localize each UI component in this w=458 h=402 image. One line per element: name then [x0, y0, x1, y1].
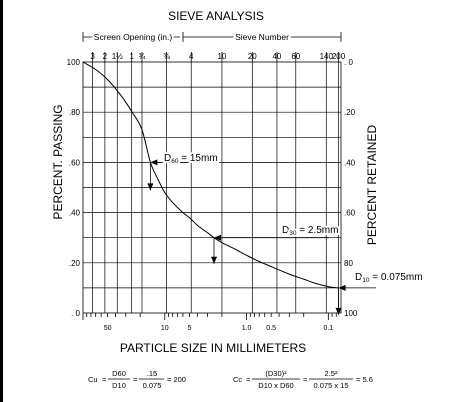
- right-tick-label: 80: [344, 259, 353, 268]
- annotation-layer: D60 = 15mm D30 = 2.5mm D10 = 0.075mm: [147, 151, 425, 315]
- cu-lhs: Cu: [88, 375, 98, 384]
- cc-equals-1: =: [246, 375, 251, 384]
- top-tick-label: 10: [217, 52, 226, 61]
- cc-equals-2: =: [303, 375, 308, 384]
- cu-frac1-den: D10: [112, 381, 126, 390]
- top-tick-label: 2: [103, 52, 108, 61]
- left-border-bar: [0, 0, 3, 402]
- top-tick-label: 20: [248, 52, 257, 61]
- left-tick-label: .40: [69, 209, 81, 218]
- annotation-arrowhead-down: [335, 307, 342, 315]
- curve-layer: [82, 61, 339, 289]
- right-tick-label: .60: [344, 209, 356, 218]
- left-tick-label: 100: [67, 58, 81, 67]
- top-tick-label: 40: [272, 52, 281, 61]
- bottom-tick-label: 50: [104, 325, 112, 332]
- top-tick-label: 1½: [112, 52, 123, 61]
- cu-frac2-num: .15: [147, 369, 157, 378]
- y2-axis-label: PERCENT RETAINED: [365, 125, 379, 246]
- curvature-coefficient-formula: Cc = (D30)² D10 x D60 = 2.5² 0.075 x 15 …: [233, 369, 373, 390]
- top-tick-label: ⅜: [163, 52, 170, 61]
- cc-lhs: Cc: [233, 375, 242, 384]
- top-tick-label: 1: [129, 52, 134, 61]
- x-axis-label: PARTICLE SIZE IN MILLIMETERS: [120, 341, 306, 355]
- cc-frac2-den: 0.075 x 15: [313, 381, 348, 390]
- top-tick-label: ¾: [139, 52, 146, 61]
- cu-equals-1: =: [102, 375, 107, 384]
- cu-equals-2: =: [133, 375, 138, 384]
- annotation-arrowhead-left: [150, 159, 158, 166]
- left-tick-label: .20: [69, 259, 81, 268]
- top-tick-label: 60: [291, 52, 300, 61]
- top-tick-label: 4: [189, 52, 194, 61]
- left-tick-label: .60: [69, 158, 81, 167]
- y-axis-label: PERCENT. PASSING: [51, 104, 65, 219]
- annotation-label: D30 = 2.5mm: [282, 225, 338, 237]
- bottom-tick-label: 10: [161, 325, 169, 332]
- annotation-arrowhead-down: [211, 256, 218, 264]
- screen-opening-label: Screen Opening (in.): [94, 32, 173, 42]
- cc-frac1-den: D10 x D60: [258, 381, 293, 390]
- top-tick-label: 140: [320, 52, 334, 61]
- cu-result: = 200: [167, 375, 186, 384]
- uniformity-coefficient-formula: Cu = D60 D10 = .15 0.075 = 200: [88, 369, 186, 390]
- bottom-tick-label: 0.1: [323, 325, 333, 332]
- annotation-label: D10 = 0.075mm: [355, 272, 423, 284]
- annotation-arrowhead-left: [214, 234, 222, 241]
- right-tick-label: .20: [344, 108, 356, 117]
- cc-result: = 5.6: [356, 375, 373, 384]
- cc-frac1-num: (D30)²: [265, 369, 287, 378]
- annotation-arrowhead-left: [338, 284, 346, 291]
- right-tick-label: . 0: [344, 58, 353, 67]
- cu-frac1-num: D60: [112, 369, 126, 378]
- bottom-tick-label: 1.0: [242, 325, 252, 332]
- right-tick-label: 100: [344, 309, 358, 318]
- left-tick-label: .80: [69, 108, 81, 117]
- bottom-tick-label: 0.5: [266, 325, 276, 332]
- annotation-label: D60 = 15mm: [164, 153, 218, 165]
- top-tick-label: 200: [332, 52, 346, 61]
- annotation-arrowhead-down: [147, 183, 154, 191]
- cu-frac2-den: 0.075: [143, 381, 162, 390]
- chart-title: SIEVE ANALYSIS: [168, 9, 264, 23]
- gradation-curve: [82, 61, 339, 289]
- sieve-number-label: Sieve Number: [235, 32, 289, 42]
- cc-frac2-num: 2.5²: [325, 369, 338, 378]
- grid-layer: [82, 61, 342, 314]
- bottom-tick-label: 5: [187, 325, 191, 332]
- right-tick-label: .40: [344, 158, 356, 167]
- left-tick-label: . 0: [71, 309, 80, 318]
- top-tick-label: 3: [90, 52, 95, 61]
